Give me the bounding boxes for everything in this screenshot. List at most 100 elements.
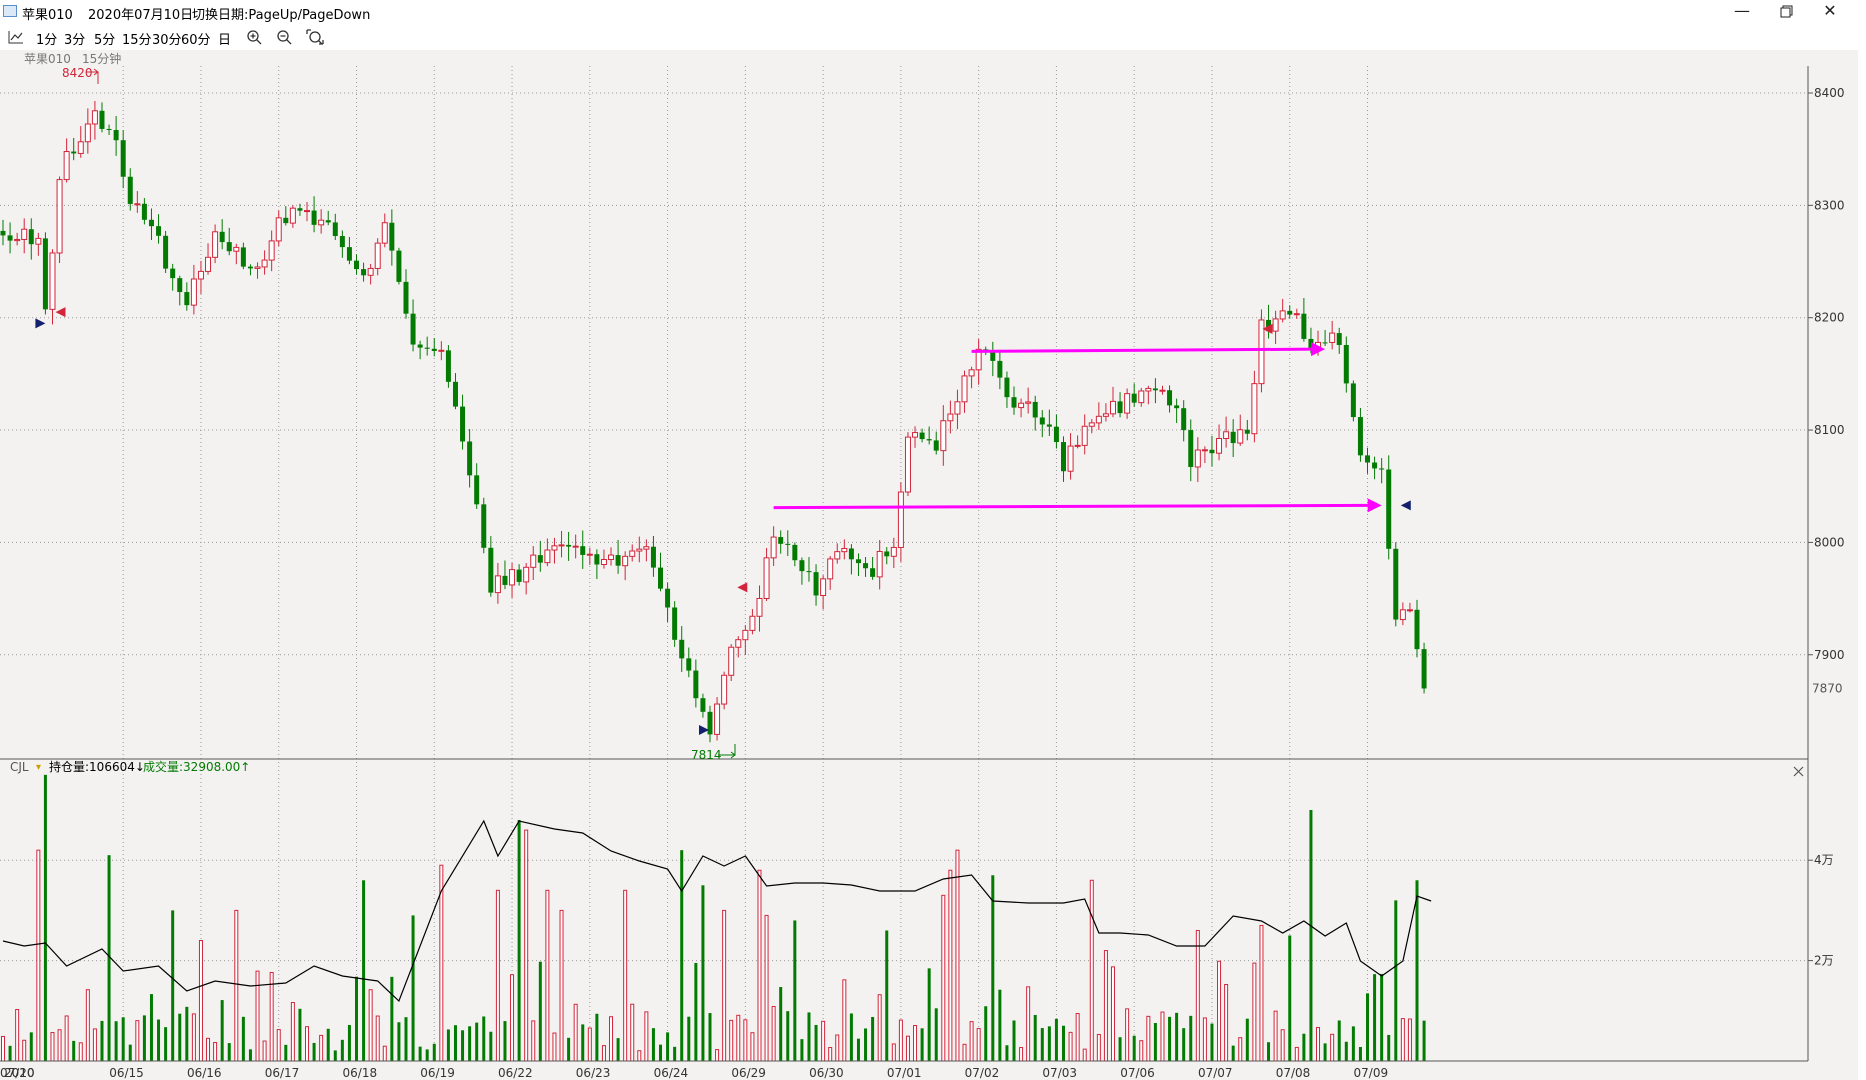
volume-bar xyxy=(1189,1015,1193,1061)
candle xyxy=(233,243,240,265)
period-3min[interactable]: 3分 xyxy=(64,33,86,48)
volume-bar xyxy=(779,987,783,1061)
candle xyxy=(205,243,212,275)
candle-body xyxy=(21,228,28,240)
candle xyxy=(820,575,827,610)
volume-bar xyxy=(877,994,882,1062)
zoom-out-icon[interactable] xyxy=(276,29,292,45)
candle xyxy=(1152,378,1158,404)
close-indicator-icon[interactable] xyxy=(1793,766,1804,777)
indicator-dropdown-icon[interactable]: ▾ xyxy=(36,762,41,773)
candle-body xyxy=(1159,389,1166,392)
candle xyxy=(523,562,530,595)
candle xyxy=(197,260,204,294)
candle xyxy=(721,671,728,710)
volume-bar xyxy=(404,1017,408,1061)
candle xyxy=(1138,387,1145,407)
candle xyxy=(947,400,954,434)
candle xyxy=(156,214,162,244)
period-5min[interactable]: 5分 xyxy=(94,33,116,48)
candle xyxy=(148,208,154,240)
candle xyxy=(91,100,98,140)
line-chart-icon[interactable] xyxy=(8,30,24,44)
candle xyxy=(311,196,317,233)
volume-bar xyxy=(298,1008,302,1061)
candle-body xyxy=(14,238,21,242)
volume-bar xyxy=(461,1030,465,1061)
indicator-name[interactable]: CJL xyxy=(10,760,29,774)
volume-bar xyxy=(644,1011,649,1062)
kline-chart[interactable]: 8400 8300 8200 8100 8000 7900 7870 4万 2万 2020 06… xyxy=(0,50,1858,1080)
volume-bar xyxy=(673,1046,677,1061)
candle xyxy=(636,536,643,563)
volume-bar xyxy=(786,1011,790,1061)
candle-body xyxy=(77,141,84,154)
volume-bar xyxy=(503,1021,507,1061)
period-15min[interactable]: 15分 xyxy=(122,33,152,48)
time-tick-label: 06/30 xyxy=(809,1066,844,1080)
candle-body xyxy=(332,222,338,237)
window-title: 苹果010 xyxy=(22,8,73,23)
volume-bar xyxy=(743,1019,748,1062)
candle xyxy=(1194,437,1201,483)
minimize-icon[interactable]: — xyxy=(1734,1,1750,20)
candle-body xyxy=(904,436,911,493)
volume-bar xyxy=(29,1032,33,1061)
candle-body xyxy=(1329,332,1336,343)
volume-bar xyxy=(78,1042,83,1062)
period-1min[interactable]: 1分 xyxy=(36,33,58,48)
candle-body xyxy=(1365,455,1371,463)
candle-body xyxy=(721,674,728,705)
period-30min[interactable]: 30分 xyxy=(152,33,182,48)
candle xyxy=(1414,599,1420,658)
candle xyxy=(1131,383,1137,407)
volume-bar xyxy=(821,1020,826,1062)
fit-zoom-icon[interactable] xyxy=(306,29,324,45)
period-60min[interactable]: 60分 xyxy=(181,33,211,48)
volume-bar xyxy=(1302,1033,1306,1061)
candle-body xyxy=(1237,429,1244,444)
candle-body xyxy=(997,360,1003,378)
volume-bar xyxy=(531,1020,536,1062)
candle xyxy=(42,232,48,315)
zoom-in-icon[interactable] xyxy=(246,29,262,45)
candle xyxy=(21,218,28,254)
candle-body xyxy=(1343,344,1349,384)
candle xyxy=(332,213,338,240)
time-tick-label: 06/16 xyxy=(187,1066,222,1080)
candle-body xyxy=(1357,417,1363,456)
candle-body xyxy=(163,235,169,269)
candle xyxy=(1272,310,1279,344)
volume-bar xyxy=(1040,1028,1044,1061)
volume-bar xyxy=(191,1013,196,1062)
candle-body xyxy=(1386,469,1392,549)
candle-body xyxy=(961,375,968,403)
candle-body xyxy=(763,557,770,599)
candle xyxy=(961,370,968,413)
candle-body xyxy=(679,639,685,659)
candle xyxy=(1244,419,1250,441)
candle-body xyxy=(834,551,841,560)
candle xyxy=(890,537,897,568)
volume-bar xyxy=(587,1027,592,1062)
arrow-shaft xyxy=(773,503,1370,510)
candle xyxy=(665,582,671,623)
candle xyxy=(56,176,63,264)
candle xyxy=(474,463,480,509)
close-icon[interactable]: ✕ xyxy=(1823,1,1837,20)
candle-body xyxy=(799,560,805,572)
volume-bar xyxy=(601,1045,606,1062)
volume-bar xyxy=(842,979,847,1062)
time-tick-label: 07/03 xyxy=(1042,1066,1077,1080)
high-label: 8420 xyxy=(62,66,93,80)
volume-bar xyxy=(1110,966,1115,1062)
volume-bar xyxy=(36,849,41,1062)
restore-icon[interactable] xyxy=(1764,0,1808,24)
candle xyxy=(572,534,579,559)
candle xyxy=(643,539,650,562)
volume-bar xyxy=(1012,1020,1016,1061)
candle xyxy=(1025,387,1032,414)
period-day[interactable]: 日 xyxy=(218,33,232,48)
candle-body xyxy=(1293,313,1300,316)
volume-bar xyxy=(905,1035,910,1062)
